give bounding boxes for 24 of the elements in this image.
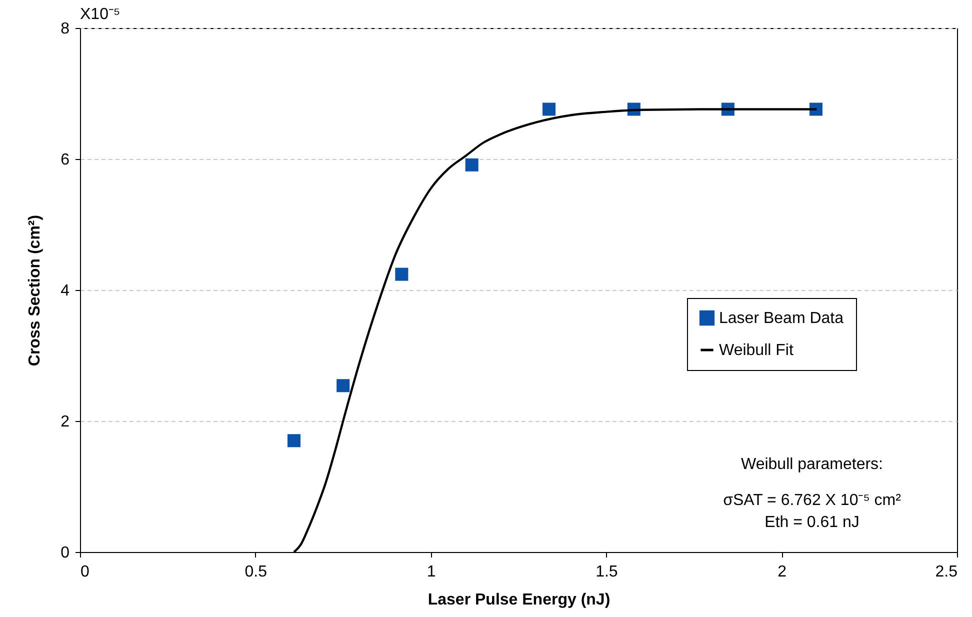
x-tick-label: 2.5 xyxy=(935,564,958,580)
x-axis-title: Laser Pulse Energy (nJ) xyxy=(428,592,610,608)
x-tick-label: 1.5 xyxy=(596,564,618,580)
x-tick-label: 2 xyxy=(778,564,787,580)
y-tick-label: 0 xyxy=(60,544,70,562)
x-tick-label: 1 xyxy=(426,564,436,580)
x-tick-label: 0.5 xyxy=(244,564,268,580)
point xyxy=(395,268,408,281)
y-axis-title: Cross Section (cm²) xyxy=(26,214,44,366)
y-tick-label: 2 xyxy=(60,414,70,430)
point xyxy=(465,158,478,172)
x-tick-label: 0 xyxy=(80,564,90,580)
legend-label: Laser Beam Data xyxy=(719,310,844,327)
y-tick-label: 8 xyxy=(60,20,70,38)
text: X10⁻⁵ xyxy=(80,6,120,23)
point xyxy=(542,102,556,116)
legend-label: Weibull Fit xyxy=(719,342,794,359)
annotation: Eth = 0.61 nJ xyxy=(764,514,860,531)
y-tick-label: 6 xyxy=(60,152,70,168)
annotation: σSAT = 6.762 X 10⁻⁵ cm² xyxy=(723,492,902,509)
point xyxy=(287,434,301,448)
y-tick-label: 4 xyxy=(60,282,70,300)
annotation: Weibull parameters: xyxy=(741,456,883,473)
point xyxy=(336,379,350,392)
